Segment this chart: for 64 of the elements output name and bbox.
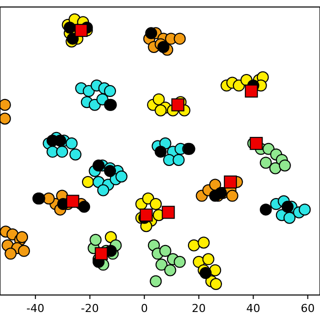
point [66,32,79,45]
point [94,247,108,260]
x-tick-label: -20 [80,302,99,315]
x-tick-label: 40 [246,302,260,315]
point [92,159,105,172]
point [282,200,294,213]
point [202,253,214,266]
point [16,231,28,244]
point [90,234,102,246]
point [18,244,30,257]
point [174,32,186,45]
point [198,236,210,249]
point [64,22,76,34]
point [269,162,282,174]
point [115,170,128,182]
point [150,198,162,210]
point [157,40,170,53]
point [284,212,296,224]
point [69,148,82,160]
point [4,248,17,260]
point [104,85,116,98]
point [156,258,168,271]
point [209,264,222,276]
point [97,184,110,196]
point [56,146,68,158]
point [200,266,212,279]
point [66,137,78,150]
point [260,156,272,169]
point [210,278,222,290]
point [164,264,176,276]
x-tick-label: 60 [300,302,315,315]
point [145,27,158,40]
point [154,146,167,158]
point [260,204,272,216]
point [163,154,176,166]
point [172,154,185,166]
point [0,98,11,111]
point [278,159,291,172]
point [298,204,311,216]
point [188,239,200,252]
point [174,256,186,268]
point [152,93,165,106]
point [226,190,238,202]
point [78,200,90,213]
point [104,231,117,244]
point [159,244,172,257]
point [250,136,263,150]
point [66,194,80,208]
point [140,208,153,222]
point [209,190,222,202]
point [244,84,258,98]
x-tick-label: 0 [140,302,148,315]
point [162,206,175,219]
point [0,112,11,125]
x-tick-label: 20 [192,302,206,315]
point [104,164,116,177]
point [42,192,55,205]
point [150,275,162,288]
point [82,176,94,188]
point [171,98,184,112]
point [154,104,167,116]
x-tick-label: -40 [26,302,44,315]
point [209,178,222,191]
point [224,176,237,189]
